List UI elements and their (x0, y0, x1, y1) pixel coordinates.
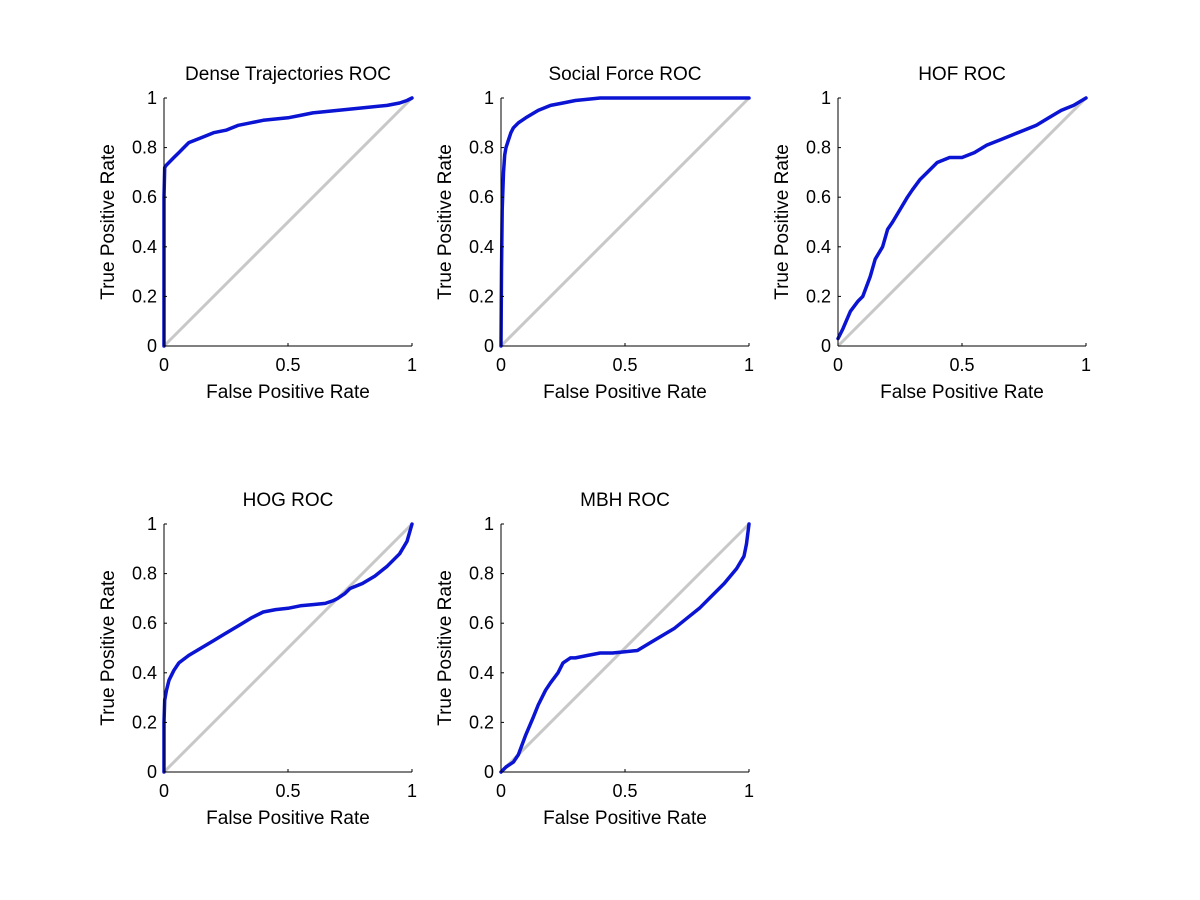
hog-roc-chart: 0 0.5 1 0 0.2 0.4 0.6 0.8 1 HOG ROC False Positive… (98, 490, 417, 829)
chart-title: Dense Trajectories ROC (185, 64, 391, 85)
y-tick-label: 0.4 (132, 237, 157, 257)
x-tick-label: 0 (833, 355, 843, 375)
x-tick-label: 1 (407, 355, 417, 375)
x-tick-label: 1 (1081, 355, 1091, 375)
x-tick-label: 0.5 (612, 781, 637, 801)
x-tick-label: 1 (407, 781, 417, 801)
chart-title: MBH ROC (580, 490, 670, 511)
y-axis-title: True Positive Rate (435, 144, 456, 300)
chart-title: HOG ROC (243, 490, 334, 511)
y-tick-label: 0.8 (469, 138, 494, 158)
y-axis-title: True Positive Rate (435, 570, 456, 726)
y-tick-label: 0.2 (469, 712, 494, 732)
chart-title: Social Force ROC (548, 64, 701, 85)
y-tick-label: 0.6 (806, 187, 831, 207)
x-tick-label: 0.5 (612, 355, 637, 375)
roc-curve-line (162, 96, 414, 348)
mbh-roc-chart: 0 0.5 1 0 0.2 0.4 0.6 0.8 1 MBH ROC False Positive… (435, 490, 754, 829)
x-axis-title: False Positive Rate (206, 382, 370, 403)
x-tick-label: 0.5 (949, 355, 974, 375)
chance-diagonal-line (836, 96, 1088, 348)
x-axis-title: False Positive Rate (206, 808, 370, 829)
y-tick-label: 0 (484, 762, 494, 782)
x-tick-label: 0 (496, 355, 506, 375)
y-tick-label: 0.6 (132, 187, 157, 207)
chart-title: HOF ROC (918, 64, 1006, 85)
y-tick-label: 0.2 (806, 286, 831, 306)
roc-curve-line (499, 522, 751, 774)
y-tick-label: 1 (484, 514, 494, 534)
y-tick-label: 0.2 (132, 712, 157, 732)
y-tick-label: 1 (147, 88, 157, 108)
y-tick-label: 0.6 (469, 613, 494, 633)
y-tick-label: 0.2 (469, 286, 494, 306)
dense-trajectories-roc-chart: 0 0.5 1 0 0.2 0.4 0.6 0.8 1 Dense Trajectories RO… (98, 64, 417, 403)
social-force-roc-chart: 0 0.5 1 0 0.2 0.4 0.6 0.8 1 Social Force ROC False… (435, 64, 754, 403)
chance-diagonal-line (162, 522, 414, 774)
x-axis-title: False Positive Rate (543, 808, 707, 829)
chance-diagonal-line (499, 522, 751, 774)
y-tick-label: 0.6 (469, 187, 494, 207)
x-tick-label: 0 (159, 781, 169, 801)
y-tick-label: 0.4 (132, 663, 157, 683)
y-axis-title: True Positive Rate (98, 144, 119, 300)
y-tick-label: 1 (821, 88, 831, 108)
y-tick-label: 0.8 (132, 138, 157, 158)
y-tick-label: 0.8 (469, 564, 494, 584)
y-tick-label: 0.2 (132, 286, 157, 306)
y-tick-label: 0 (147, 336, 157, 356)
roc-curve-line (836, 96, 1088, 341)
y-tick-label: 0 (147, 762, 157, 782)
y-axis-title: True Positive Rate (98, 570, 119, 726)
x-tick-label: 0 (496, 781, 506, 801)
y-tick-label: 0.8 (132, 564, 157, 584)
y-axis-title: True Positive Rate (772, 144, 793, 300)
x-tick-label: 0.5 (275, 781, 300, 801)
y-tick-label: 0.4 (469, 663, 494, 683)
y-tick-label: 0.4 (469, 237, 494, 257)
y-tick-label: 1 (484, 88, 494, 108)
x-axis-title: False Positive Rate (543, 382, 707, 403)
roc-curve-line (162, 522, 414, 774)
roc-curve-line (499, 96, 751, 348)
y-tick-label: 0 (821, 336, 831, 356)
x-tick-label: 0 (159, 355, 169, 375)
y-tick-label: 0.4 (806, 237, 831, 257)
x-tick-label: 1 (744, 355, 754, 375)
chance-diagonal-line (162, 96, 414, 348)
chance-diagonal-line (499, 96, 751, 348)
x-tick-label: 1 (744, 781, 754, 801)
x-tick-label: 0.5 (275, 355, 300, 375)
y-tick-label: 0.6 (132, 613, 157, 633)
y-tick-label: 0 (484, 336, 494, 356)
y-tick-label: 0.8 (806, 138, 831, 158)
x-axis-title: False Positive Rate (880, 382, 1044, 403)
hof-roc-chart: 0 0.5 1 0 0.2 0.4 0.6 0.8 1 HOF ROC False Positive… (772, 64, 1091, 403)
y-tick-label: 1 (147, 514, 157, 534)
